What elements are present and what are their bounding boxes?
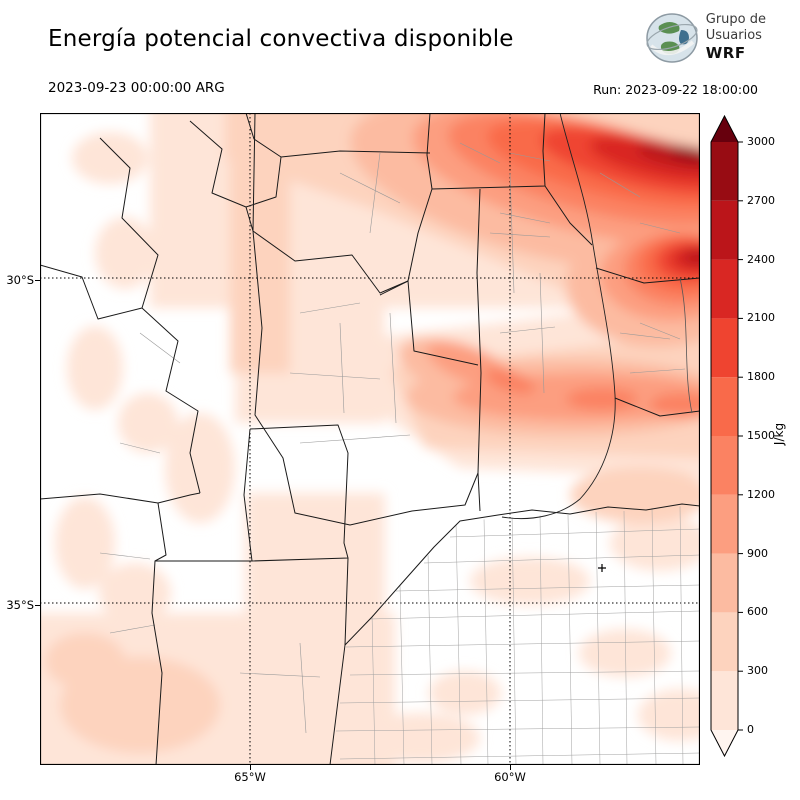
colorbar-bin xyxy=(711,200,738,260)
colorbar-tick-label: 2100 xyxy=(747,311,775,324)
colorbar-arrow-under xyxy=(711,730,738,756)
lat-tick-35s xyxy=(35,605,40,606)
colorbar-unit-label: J/kg xyxy=(772,422,786,446)
logo-line-2: Usuarios xyxy=(705,28,762,43)
colorbar-bin xyxy=(711,494,738,554)
colorbar-tick-label: 300 xyxy=(747,664,768,677)
colorbar-bin xyxy=(711,612,738,672)
colorbar-tick-label: 600 xyxy=(747,605,768,618)
run-time-label: Run: 2023-09-22 18:00:00 xyxy=(593,82,758,97)
wrf-logo: Grupo de Usuarios WRF xyxy=(645,8,766,66)
colorbar-bin xyxy=(711,553,738,613)
lon-label-60w: 60°W xyxy=(494,770,526,784)
colorbar-tick-label: 1200 xyxy=(747,488,775,501)
colorbar-tick-marks xyxy=(738,141,743,731)
colorbar-bin xyxy=(711,436,738,495)
colorbar: 0 300 600 900 1200 1500 1800 2100 2400 2… xyxy=(703,108,800,776)
colorbar-tick-label: 1800 xyxy=(747,370,775,383)
colorbar-tick-label: 2700 xyxy=(747,194,775,207)
cape-layer-3000 xyxy=(670,146,700,162)
colorbar-tick-label: 0 xyxy=(747,723,754,736)
logo-line-3: WRF xyxy=(705,43,746,62)
lon-tick-65w xyxy=(250,765,251,770)
river-lines xyxy=(501,112,693,520)
lon-tick-60w xyxy=(510,765,511,770)
lon-label-65w: 65°W xyxy=(234,770,266,784)
cape-shading-layers xyxy=(40,113,700,765)
lat-tick-30s xyxy=(35,280,40,281)
city-marker-icon xyxy=(598,564,606,572)
colorbar-bin xyxy=(711,318,738,378)
colorbar-tick-label: 900 xyxy=(747,547,768,560)
colorbar-bin xyxy=(711,142,738,201)
map-canvas xyxy=(39,112,701,766)
valid-time-label: 2023-09-23 00:00:00 ARG xyxy=(48,80,225,96)
colorbar-bin xyxy=(711,259,738,319)
buenos-aires-partidos-grid xyxy=(335,505,700,765)
logo-line-1: Grupo de xyxy=(705,12,766,28)
colorbar-bin xyxy=(711,377,738,436)
colorbar-tick-label: 2400 xyxy=(747,253,775,266)
map-frame xyxy=(39,112,701,766)
colorbar-tick-label: 1500 xyxy=(747,429,775,442)
colorbar-arrow-over xyxy=(711,116,738,142)
logo-text: Grupo de Usuarios WRF xyxy=(706,12,766,61)
page-title: Energía potencial convectiva disponible xyxy=(48,26,514,52)
lat-label-30s: 30°S xyxy=(6,273,34,287)
cape-map-svg xyxy=(39,112,701,766)
lat-label-35s: 35°S xyxy=(6,598,34,612)
globe-icon xyxy=(646,13,698,63)
province-boundaries xyxy=(39,112,701,766)
colorbar-svg xyxy=(710,114,743,758)
colorbar-tick-label: 3000 xyxy=(747,135,775,148)
colorbar-bin xyxy=(711,671,738,730)
department-boundaries xyxy=(99,142,686,734)
